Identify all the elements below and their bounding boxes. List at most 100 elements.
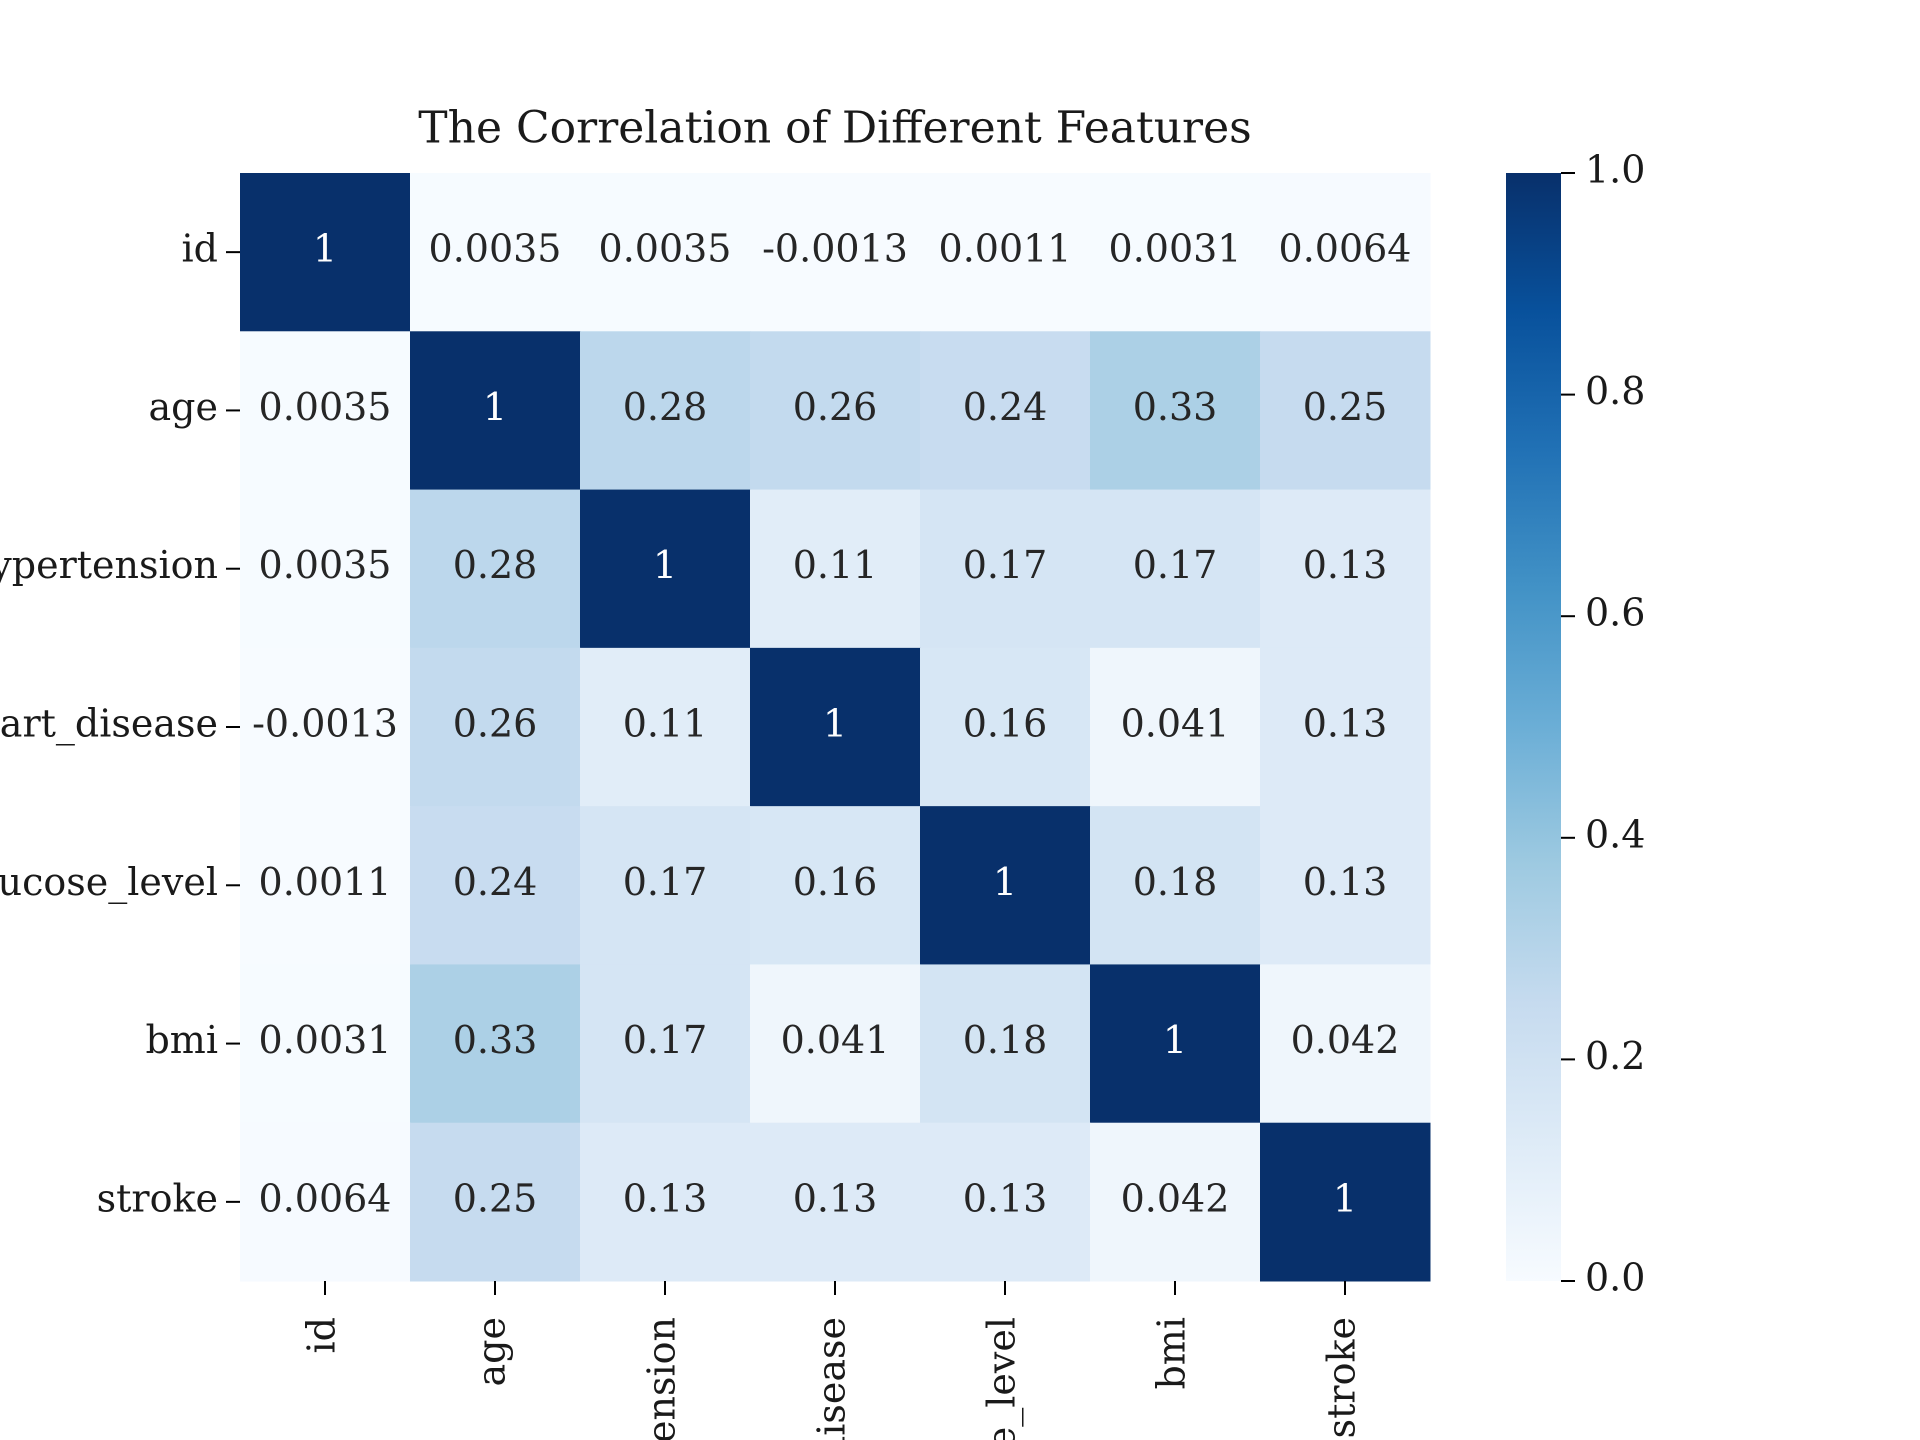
heatmap-cell xyxy=(240,1122,411,1282)
heatmap-cell xyxy=(750,489,921,649)
cell-label: 0.042 xyxy=(1291,1018,1400,1062)
colorbar-tick-label: 0.6 xyxy=(1585,591,1645,635)
cell-label: 0.13 xyxy=(1303,860,1388,904)
cell-label: 0.24 xyxy=(963,385,1048,429)
heatmap-cell xyxy=(750,173,921,332)
cell-label: 0.28 xyxy=(623,385,708,429)
heatmap-cell xyxy=(580,647,751,807)
heatmap-cell xyxy=(1090,489,1261,649)
colorbar xyxy=(1506,173,1561,1281)
heatmap-cell xyxy=(1260,1122,1431,1282)
cell-label: 0.0064 xyxy=(1279,227,1412,271)
cell-label: 0.18 xyxy=(963,1018,1048,1062)
heatmap-cell xyxy=(240,647,411,807)
cell-label: -0.0013 xyxy=(762,227,908,271)
heatmap-cell xyxy=(1090,647,1261,807)
cell-label: 0.041 xyxy=(1121,702,1230,746)
x-tick-label: stroke xyxy=(1320,1317,1364,1438)
heatmap-cell xyxy=(1090,331,1261,491)
heatmap-cell xyxy=(1090,173,1261,332)
heatmap-cell xyxy=(1260,647,1431,807)
cell-label: 0.041 xyxy=(781,1018,890,1062)
cell-label: 0.26 xyxy=(793,385,878,429)
heatmap-cell xyxy=(410,331,581,491)
heatmap-cell xyxy=(920,806,1091,965)
cell-label: 0.0035 xyxy=(259,385,392,429)
heatmap-cell xyxy=(240,173,411,332)
x-tick-label: hypertension xyxy=(640,1317,684,1440)
heatmap-cell xyxy=(750,806,921,965)
heatmap-cell xyxy=(580,806,751,965)
cell-label: 0.16 xyxy=(963,702,1048,746)
y-tick-label: id xyxy=(182,227,218,271)
cell-label: 0.042 xyxy=(1121,1176,1230,1220)
cell-label: 0.17 xyxy=(963,543,1048,587)
heatmap-cell xyxy=(410,806,581,965)
cell-label: 0.0031 xyxy=(1109,227,1242,271)
cell-label: 1 xyxy=(1163,1018,1187,1062)
y-tick-label: stroke xyxy=(97,1176,218,1220)
cell-label: 0.0035 xyxy=(259,543,392,587)
cell-label: 0.0031 xyxy=(259,1018,392,1062)
cell-label: 1 xyxy=(483,385,507,429)
cell-label: 0.33 xyxy=(1133,385,1218,429)
cell-label: 0.13 xyxy=(623,1176,708,1220)
heatmap-cell xyxy=(410,1122,581,1282)
cell-label: 0.16 xyxy=(793,860,878,904)
heatmap-cell xyxy=(1260,806,1431,965)
y-tick-label: age xyxy=(149,385,218,429)
y-tick-label: heart_disease xyxy=(0,702,218,747)
x-tick-label: age xyxy=(470,1317,514,1386)
cell-label: 0.0035 xyxy=(599,227,732,271)
heatmap-cell xyxy=(580,489,751,649)
cell-label: 0.11 xyxy=(793,543,878,587)
cell-label: 0.13 xyxy=(963,1176,1048,1220)
cell-label: 0.0011 xyxy=(939,227,1072,271)
cell-label: 0.33 xyxy=(453,1018,538,1062)
heatmap-cell xyxy=(580,964,751,1124)
heatmap-cell xyxy=(240,806,411,965)
cell-label: 1 xyxy=(313,227,337,271)
cell-label: 0.25 xyxy=(1303,385,1388,429)
heatmap-cell xyxy=(240,489,411,649)
x-tick-label: heart_disease xyxy=(810,1317,855,1440)
heatmap-cell xyxy=(580,331,751,491)
heatmap-cell xyxy=(1260,173,1431,332)
cell-label: 0.25 xyxy=(453,1176,538,1220)
colorbar-tick-label: 0.2 xyxy=(1585,1034,1645,1078)
heatmap-cell xyxy=(1090,964,1261,1124)
cell-label: 1 xyxy=(653,543,677,587)
x-tick-label: id xyxy=(300,1317,344,1353)
chart-title: The Correlation of Different Features xyxy=(418,103,1251,154)
heatmap-cell xyxy=(750,647,921,807)
cell-label: 0.0064 xyxy=(259,1176,392,1220)
cell-label: 0.11 xyxy=(623,702,708,746)
heatmap-cell xyxy=(750,1122,921,1282)
heatmap-cell xyxy=(920,331,1091,491)
heatmap-cell xyxy=(1090,1122,1261,1282)
heatmap-cell xyxy=(240,331,411,491)
heatmap-cell xyxy=(410,647,581,807)
heatmap-cell xyxy=(920,489,1091,649)
heatmap-cell xyxy=(1090,806,1261,965)
heatmap-cell xyxy=(580,173,751,332)
colorbar-tick-label: 0.8 xyxy=(1585,369,1645,413)
cell-label: 0.13 xyxy=(1303,543,1388,587)
y-tick-label: bmi xyxy=(145,1018,218,1062)
cell-label: 0.17 xyxy=(1133,543,1218,587)
heatmap-cell xyxy=(920,173,1091,332)
cell-label: 0.13 xyxy=(793,1176,878,1220)
cell-label: 0.17 xyxy=(623,1018,708,1062)
heatmap-cell xyxy=(1260,489,1431,649)
cell-label: 1 xyxy=(1333,1176,1357,1220)
x-tick-label: bmi xyxy=(1150,1317,1194,1390)
heatmap-cell xyxy=(750,331,921,491)
cell-label: 0.18 xyxy=(1133,860,1218,904)
heatmap-cell xyxy=(410,173,581,332)
colorbar-tick-label: 1.0 xyxy=(1585,148,1645,192)
x-tick-label: avg_glucose_level xyxy=(980,1317,1025,1440)
cell-label: 0.24 xyxy=(453,860,538,904)
cell-label: 1 xyxy=(993,860,1017,904)
colorbar-tick-label: 0.0 xyxy=(1585,1256,1645,1300)
cell-label: 0.17 xyxy=(623,860,708,904)
